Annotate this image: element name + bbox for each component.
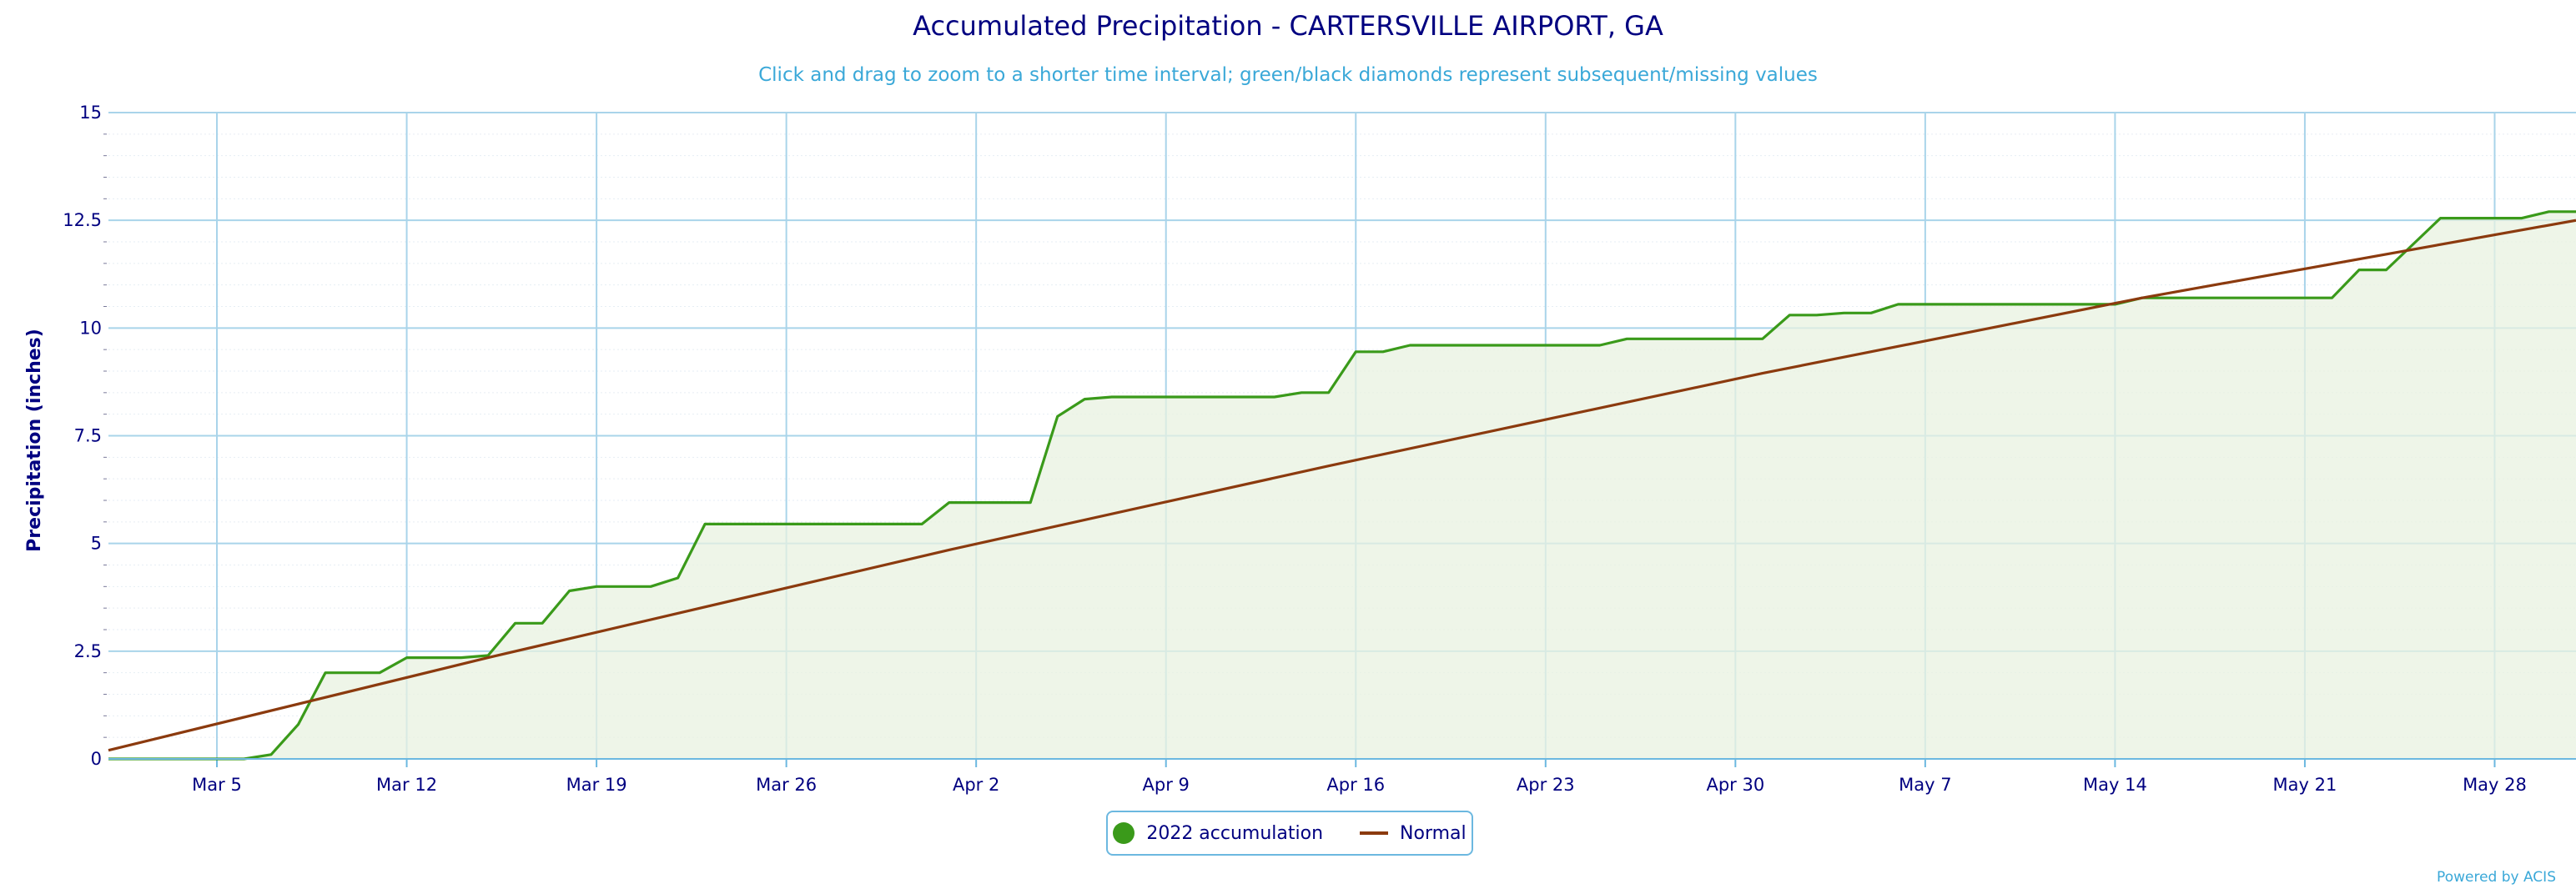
x-tick-label: May 14: [2083, 775, 2147, 795]
x-tick-label: Mar 26: [756, 775, 817, 795]
x-tick-label: May 28: [2463, 775, 2527, 795]
y-axis-ticks: 0 2.5 5 7.5 10 12.5 15: [63, 103, 107, 769]
normal-line: [108, 218, 2576, 752]
y-axis-label: Precipitation (inches): [24, 329, 45, 552]
x-tick-label: Apr 23: [1517, 775, 1575, 795]
y-tick-label: 5: [91, 534, 102, 554]
y-tick-label: 15: [79, 103, 102, 123]
credit-link[interactable]: Powered by ACIS: [2437, 869, 2556, 886]
x-tick-label: Apr 16: [1326, 775, 1385, 795]
y-tick-label: 2.5: [74, 641, 102, 661]
x-tick-label: Apr 9: [1143, 775, 1190, 795]
x-tick-label: Mar 5: [192, 775, 242, 795]
legend-item-normal[interactable]: Normal: [1360, 823, 1467, 844]
x-tick-label: Mar 19: [566, 775, 627, 795]
x-axis-ticks: Mar 5 Mar 12 Mar 19 Mar 26 Apr 2 Apr 9 Apr 16 A…: [192, 759, 2527, 795]
y-tick-label: 0: [91, 749, 102, 769]
series-area-0: [108, 211, 2576, 760]
x-tick-label: Apr 2: [953, 775, 999, 795]
chart-subtitle: Click and drag to zoom to a shorter time…: [758, 64, 1818, 86]
x-tick-label: Apr 30: [1706, 775, 1764, 795]
legend-label-normal: Normal: [1400, 822, 1467, 844]
series-lines[interactable]: [108, 210, 2576, 761]
series-area-fills: [108, 211, 2576, 760]
x-tick-label: May 21: [2273, 775, 2337, 795]
legend-line-icon: [1360, 831, 1389, 835]
y-tick-label: 10: [79, 318, 102, 338]
chart-title: Accumulated Precipitation - CARTERSVILLE…: [913, 10, 1663, 42]
y-tick-label: 12.5: [63, 210, 102, 230]
legend-item-accumulation[interactable]: 2022 accumulation: [1113, 822, 1323, 844]
x-tick-label: May 7: [1899, 775, 1951, 795]
legend: 2022 accumulation Normal: [1106, 811, 1473, 856]
y-tick-label: 7.5: [74, 426, 102, 446]
legend-circle-icon: [1113, 822, 1135, 844]
accumulation-line: [108, 210, 2576, 761]
x-tick-label: Mar 12: [376, 775, 437, 795]
legend-label-accumulation: 2022 accumulation: [1146, 822, 1324, 844]
